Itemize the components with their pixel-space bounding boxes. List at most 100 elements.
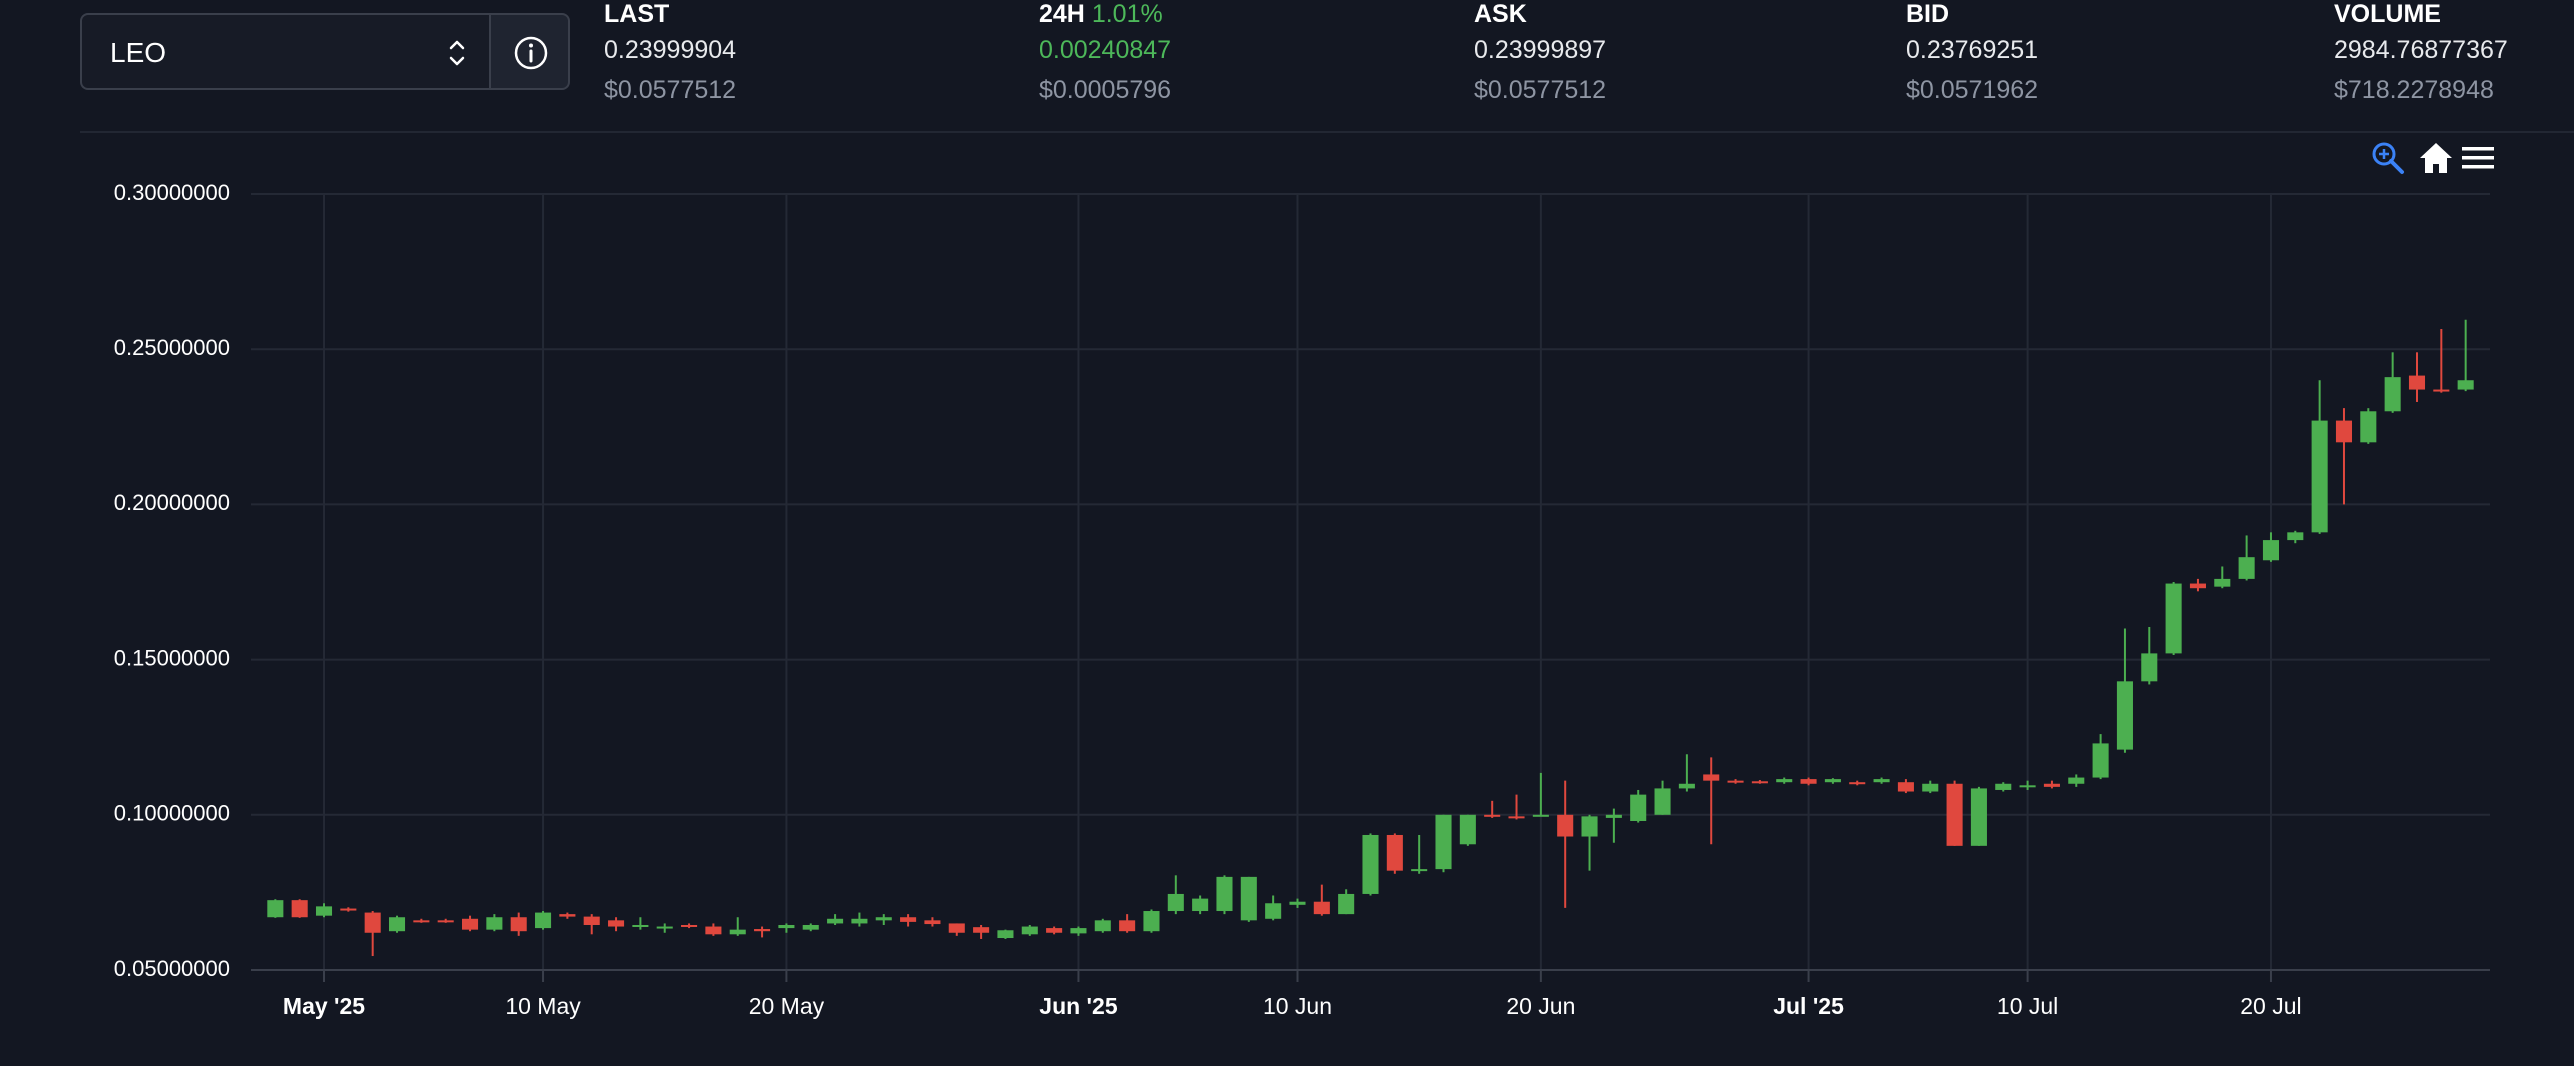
y-tick-label: 0.30000000 xyxy=(114,180,230,205)
stat-label: VOLUME xyxy=(2334,0,2441,29)
stat-label-text: BID xyxy=(1906,0,1950,28)
stat-usd: $0.0571962 xyxy=(1906,76,2039,104)
x-tick-label: 20 May xyxy=(749,993,825,1019)
candle-body xyxy=(973,927,990,933)
x-tick-label: 20 Jul xyxy=(2240,993,2301,1019)
candle-body xyxy=(1386,834,1403,871)
stat-value: 2984.76877367 xyxy=(2334,36,2508,64)
y-tick-label: 0.25000000 xyxy=(114,335,230,360)
candle-body xyxy=(1824,779,1841,783)
candle-body xyxy=(1216,876,1233,912)
candle-body xyxy=(2360,411,2377,443)
candle-body xyxy=(608,920,625,927)
candle-body xyxy=(388,917,406,932)
candle-body xyxy=(656,926,673,929)
candle-body xyxy=(705,926,722,935)
candle-body xyxy=(851,918,868,924)
stat-value: 0.00240847 xyxy=(1039,36,1172,64)
stat-label-text: VOLUME xyxy=(2334,0,2441,28)
candle-body xyxy=(2043,783,2060,787)
symbol-select[interactable]: LEO xyxy=(80,13,489,90)
candle-body xyxy=(1630,794,1647,822)
candle-body xyxy=(1873,779,1890,783)
menu-button[interactable] xyxy=(2460,140,2496,176)
candle-body xyxy=(535,912,552,929)
candle-body xyxy=(681,924,698,927)
candle-body xyxy=(1751,781,1768,784)
candle-body xyxy=(1313,901,1330,915)
candle-body xyxy=(2092,743,2109,778)
stat-value: 0.23769251 xyxy=(1906,36,2039,64)
stat-label: LAST xyxy=(604,0,669,29)
candle-body xyxy=(729,929,746,935)
candle-body xyxy=(1094,920,1111,932)
stat-usd: $718.2278948 xyxy=(2334,76,2494,104)
candle-body xyxy=(1581,816,1598,837)
x-tick-label: 20 Jun xyxy=(1506,993,1575,1019)
candle-body xyxy=(1021,926,1038,935)
candle-body xyxy=(1995,783,2012,790)
candle-body xyxy=(2384,377,2401,412)
candle-body xyxy=(875,917,892,921)
candle-body xyxy=(413,920,430,923)
info-button[interactable] xyxy=(489,13,570,90)
candle-body xyxy=(315,906,333,916)
x-tick-label: May '25 xyxy=(283,993,365,1019)
candle-body xyxy=(583,916,600,925)
x-tick-label: 10 Jun xyxy=(1263,993,1332,1019)
candle-body xyxy=(1922,783,1939,792)
symbol-text: LEO xyxy=(110,37,167,68)
candle-body xyxy=(924,920,941,925)
candle-body xyxy=(462,918,479,930)
candle-body xyxy=(2311,420,2328,533)
stat-usd: $0.0577512 xyxy=(1474,76,1607,104)
candle-body xyxy=(1557,814,1574,837)
candle-body xyxy=(2141,653,2158,682)
stat-label: 24H 1.01% xyxy=(1039,0,1163,29)
candle-body xyxy=(510,917,527,932)
candle-body xyxy=(2116,681,2133,750)
separator xyxy=(80,131,2574,133)
candle-body xyxy=(2068,777,2085,784)
candle-body xyxy=(1192,898,1209,912)
candle-body xyxy=(1435,814,1452,870)
stat-usd: $0.0577512 xyxy=(604,76,737,104)
candle-body xyxy=(1240,876,1257,921)
candle-body xyxy=(1119,920,1136,932)
candle-body xyxy=(1508,816,1525,819)
stat-label-text: LAST xyxy=(604,0,670,28)
y-tick-label: 0.15000000 xyxy=(114,645,230,670)
candle-body xyxy=(1289,901,1306,905)
candle-body xyxy=(2262,540,2279,561)
candle-body xyxy=(1776,779,1793,783)
candle-body xyxy=(1459,814,1476,845)
candle-body xyxy=(1678,783,1695,789)
candle-body xyxy=(1727,780,1744,783)
select-arrows xyxy=(449,40,465,66)
candle-body xyxy=(2165,583,2182,654)
candle-body xyxy=(1946,783,1963,846)
candle-body xyxy=(364,912,381,933)
candle-body xyxy=(2433,389,2450,392)
candle-body xyxy=(1362,834,1379,894)
x-tick-label: 10 Jul xyxy=(1997,993,2058,1019)
candle-body xyxy=(2019,785,2036,788)
home-button[interactable] xyxy=(2418,140,2454,176)
candle-body xyxy=(267,900,284,918)
candle-body xyxy=(2457,380,2474,390)
candle-body xyxy=(2189,583,2206,589)
candle-body xyxy=(1605,814,1622,818)
zoom-button[interactable] xyxy=(2370,140,2406,176)
candle-body xyxy=(437,920,454,923)
candle-body xyxy=(1070,928,1087,934)
candle-body xyxy=(2408,375,2426,390)
candle-body xyxy=(1532,814,1549,817)
candle-body xyxy=(291,900,308,918)
candle-body xyxy=(1167,893,1184,912)
candle-body xyxy=(2238,557,2255,579)
y-tick-label: 0.05000000 xyxy=(114,956,230,981)
candle-body xyxy=(1654,788,1671,815)
candle-body xyxy=(827,918,844,924)
candle-body xyxy=(997,930,1014,939)
